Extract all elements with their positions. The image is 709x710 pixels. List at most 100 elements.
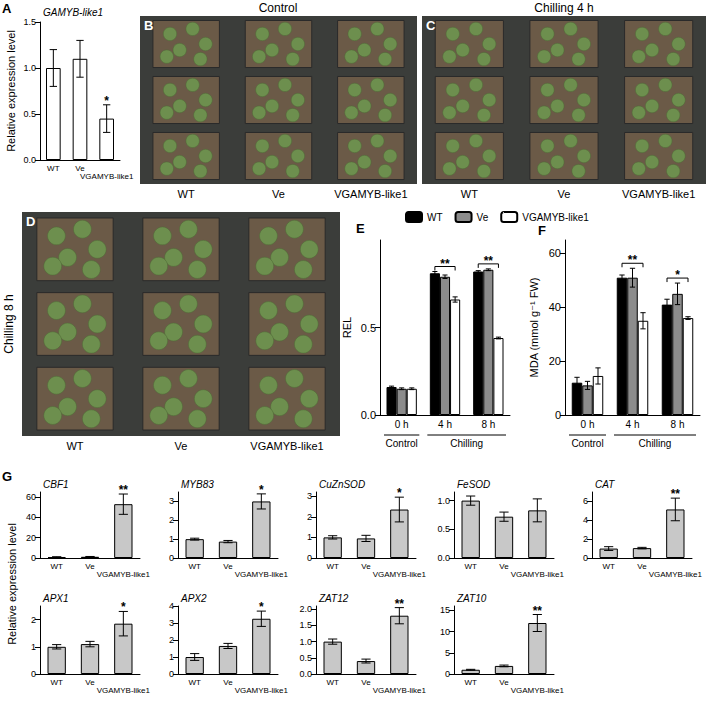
svg-text:WT: WT bbox=[464, 562, 477, 571]
svg-text:**: ** bbox=[671, 487, 681, 501]
svg-text:Ve: Ve bbox=[361, 562, 371, 571]
svg-text:1: 1 bbox=[31, 642, 36, 652]
svg-text:**: ** bbox=[440, 257, 450, 271]
svg-text:CAT: CAT bbox=[595, 479, 615, 490]
svg-text:APX1: APX1 bbox=[42, 593, 69, 604]
svg-text:0: 0 bbox=[555, 409, 561, 421]
svg-text:Chilling: Chilling bbox=[639, 438, 672, 449]
svg-text:ZAT10: ZAT10 bbox=[456, 593, 487, 604]
svg-text:0: 0 bbox=[307, 553, 312, 563]
svg-text:40: 40 bbox=[549, 301, 561, 313]
svg-text:VGAMYB-like1: VGAMYB-like1 bbox=[649, 570, 703, 579]
svg-text:0 h: 0 h bbox=[395, 419, 409, 430]
svg-text:Ve: Ve bbox=[223, 678, 233, 687]
svg-text:Ve: Ve bbox=[499, 678, 509, 687]
svg-text:1.0: 1.0 bbox=[299, 637, 312, 647]
svg-text:Ve: Ve bbox=[499, 562, 509, 571]
svg-text:WT: WT bbox=[464, 678, 477, 687]
svg-text:4: 4 bbox=[169, 601, 174, 611]
svg-text:C: C bbox=[426, 18, 436, 33]
svg-text:2: 2 bbox=[307, 512, 312, 522]
svg-text:*: * bbox=[397, 486, 402, 500]
svg-text:CuZnSOD: CuZnSOD bbox=[319, 479, 365, 490]
svg-text:1: 1 bbox=[307, 532, 312, 542]
svg-text:60: 60 bbox=[26, 492, 36, 502]
svg-text:APX2: APX2 bbox=[180, 593, 207, 604]
svg-text:0: 0 bbox=[445, 669, 450, 679]
svg-text:10: 10 bbox=[440, 627, 450, 637]
svg-text:GAMYB-like1: GAMYB-like1 bbox=[43, 7, 103, 18]
svg-text:WT: WT bbox=[178, 188, 195, 200]
svg-text:**: ** bbox=[628, 253, 638, 267]
svg-text:VGAMYB-like1: VGAMYB-like1 bbox=[334, 188, 407, 200]
svg-text:1.0: 1.0 bbox=[23, 63, 36, 73]
svg-text:0.5: 0.5 bbox=[299, 653, 312, 663]
svg-text:*: * bbox=[121, 600, 126, 614]
svg-text:WT: WT bbox=[427, 212, 443, 223]
svg-text:Ve: Ve bbox=[175, 440, 188, 452]
svg-text:0: 0 bbox=[31, 553, 36, 563]
svg-text:VGAMYB-like1: VGAMYB-like1 bbox=[97, 686, 151, 695]
svg-text:0: 0 bbox=[583, 553, 588, 563]
svg-text:1.5: 1.5 bbox=[299, 620, 312, 630]
svg-text:WT: WT bbox=[326, 562, 339, 571]
svg-text:0.5: 0.5 bbox=[437, 524, 450, 534]
svg-text:*: * bbox=[104, 94, 109, 108]
svg-text:A: A bbox=[2, 1, 12, 16]
svg-text:Ve: Ve bbox=[272, 188, 285, 200]
svg-text:**: ** bbox=[533, 604, 543, 618]
svg-text:40: 40 bbox=[26, 512, 36, 522]
svg-text:20: 20 bbox=[549, 355, 561, 367]
svg-text:WT: WT bbox=[188, 562, 201, 571]
svg-text:Ve: Ve bbox=[637, 562, 647, 571]
svg-text:4 h: 4 h bbox=[626, 419, 640, 430]
svg-text:WT: WT bbox=[602, 562, 615, 571]
svg-text:Control: Control bbox=[386, 438, 418, 449]
svg-text:E: E bbox=[356, 221, 365, 236]
svg-text:WT: WT bbox=[47, 164, 60, 173]
svg-text:8 h: 8 h bbox=[481, 419, 495, 430]
svg-text:MYB83: MYB83 bbox=[181, 479, 214, 490]
svg-text:Ve: Ve bbox=[223, 562, 233, 571]
svg-text:3: 3 bbox=[169, 618, 174, 628]
svg-text:**: ** bbox=[119, 483, 129, 497]
svg-text:VGAMYB-like1: VGAMYB-like1 bbox=[250, 440, 323, 452]
svg-text:VGAMYB-like1: VGAMYB-like1 bbox=[522, 212, 589, 223]
svg-text:1: 1 bbox=[169, 652, 174, 662]
svg-text:0.0: 0.0 bbox=[437, 553, 450, 563]
svg-text:CBF1: CBF1 bbox=[43, 479, 69, 490]
svg-text:0.0: 0.0 bbox=[299, 669, 312, 679]
svg-text:0.0: 0.0 bbox=[23, 155, 36, 165]
svg-text:6: 6 bbox=[583, 496, 588, 506]
svg-text:VGAMYB-like1: VGAMYB-like1 bbox=[373, 686, 427, 695]
svg-text:WT: WT bbox=[50, 562, 63, 571]
svg-text:0.0: 0.0 bbox=[361, 409, 376, 421]
svg-text:WT: WT bbox=[461, 188, 478, 200]
svg-text:2: 2 bbox=[169, 635, 174, 645]
svg-text:VGAMYB-like1: VGAMYB-like1 bbox=[511, 686, 565, 695]
svg-text:Ve: Ve bbox=[85, 678, 95, 687]
svg-text:1.5: 1.5 bbox=[23, 17, 36, 27]
svg-text:0 h: 0 h bbox=[581, 419, 595, 430]
svg-text:FeSOD: FeSOD bbox=[457, 479, 490, 490]
svg-text:2: 2 bbox=[169, 515, 174, 525]
svg-text:0.5: 0.5 bbox=[361, 322, 376, 334]
svg-text:ZAT12: ZAT12 bbox=[318, 593, 349, 604]
svg-text:20: 20 bbox=[26, 533, 36, 543]
svg-text:VGAMYB-like1: VGAMYB-like1 bbox=[235, 686, 289, 695]
svg-text:8 h: 8 h bbox=[671, 419, 685, 430]
svg-text:2.0: 2.0 bbox=[299, 604, 312, 614]
svg-text:2: 2 bbox=[31, 615, 36, 625]
svg-text:Chilling 8 h: Chilling 8 h bbox=[2, 294, 16, 353]
svg-text:Ve: Ve bbox=[85, 562, 95, 571]
svg-text:Control: Control bbox=[259, 1, 298, 15]
svg-text:VGAMYB-like1: VGAMYB-like1 bbox=[235, 570, 289, 579]
svg-text:3: 3 bbox=[307, 491, 312, 501]
svg-text:0.5: 0.5 bbox=[23, 109, 36, 119]
svg-text:B: B bbox=[144, 18, 153, 33]
svg-text:1.0: 1.0 bbox=[437, 496, 450, 506]
svg-text:WT: WT bbox=[50, 678, 63, 687]
svg-text:VGAMYB-like1: VGAMYB-like1 bbox=[80, 172, 134, 181]
svg-text:VGAMYB-like1: VGAMYB-like1 bbox=[373, 570, 427, 579]
svg-text:Chilling 4 h: Chilling 4 h bbox=[534, 1, 593, 15]
